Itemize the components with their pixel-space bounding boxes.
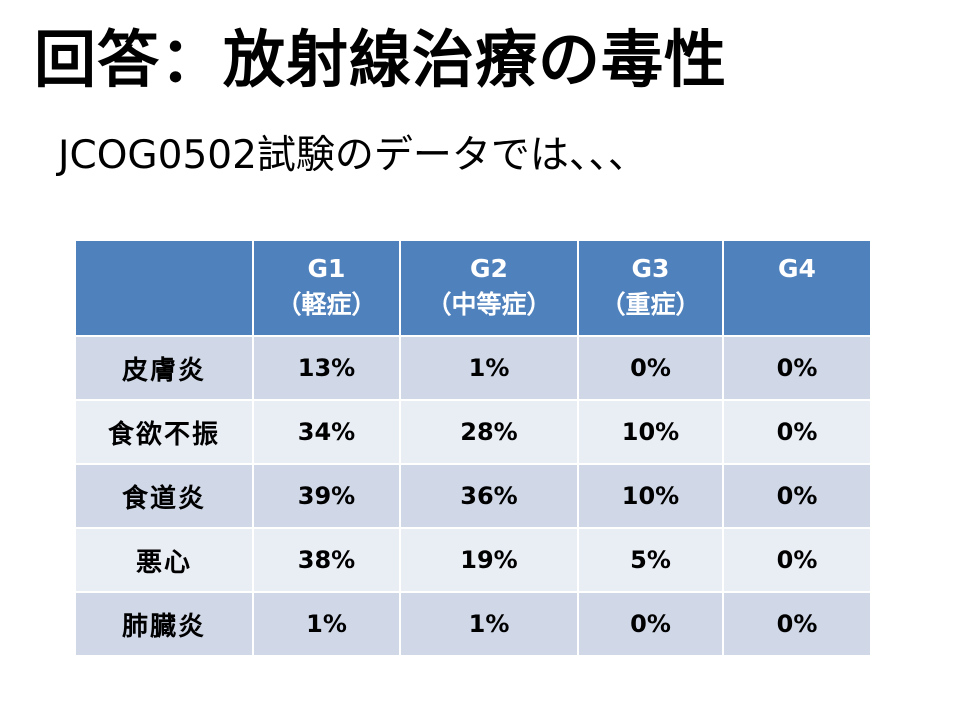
row-label: 悪心 [74, 527, 254, 593]
column-header-g4: G4 [722, 239, 872, 337]
severity-label: （重症） [600, 290, 701, 319]
grade-label: G4 [778, 254, 816, 283]
grade-label: G2 [470, 254, 508, 283]
table-cell: 0% [577, 335, 724, 401]
column-header-g3: G3 （重症） [577, 239, 724, 337]
row-label: 食道炎 [74, 463, 254, 529]
table-row-anorexia: 食欲不振 34% 28% 10% 0% [74, 399, 872, 465]
table-cell: 10% [577, 463, 724, 529]
table-cell: 0% [722, 591, 872, 657]
table-cell: 0% [722, 463, 872, 529]
slide-subtitle: JCOG0502試験のデータでは、、、 [58, 133, 647, 178]
table-cell: 1% [252, 591, 401, 657]
table-header-row: G1 （軽症） G2 （中等症） G3 （重症） G4 [74, 239, 872, 337]
table-cell: 28% [399, 399, 579, 465]
row-label: 肺臓炎 [74, 591, 254, 657]
table-cell: 0% [722, 335, 872, 401]
severity-label: （中等症） [426, 290, 552, 319]
table-cell: 36% [399, 463, 579, 529]
table-row-nausea: 悪心 38% 19% 5% 0% [74, 527, 872, 593]
slide-title: 回答：放射線治療の毒性 [34, 23, 728, 96]
table-cell: 1% [399, 591, 579, 657]
column-header-g1: G1 （軽症） [252, 239, 401, 337]
severity-label: （軽症） [276, 290, 377, 319]
table-cell: 0% [577, 591, 724, 657]
table-cell: 13% [252, 335, 401, 401]
table-cell: 1% [399, 335, 579, 401]
table-cell: 19% [399, 527, 579, 593]
table-corner-cell [74, 239, 254, 337]
table-row-dermatitis: 皮膚炎 13% 1% 0% 0% [74, 335, 872, 401]
table-cell: 5% [577, 527, 724, 593]
row-label: 食欲不振 [74, 399, 254, 465]
table-cell: 0% [722, 527, 872, 593]
table-cell: 34% [252, 399, 401, 465]
row-label: 皮膚炎 [74, 335, 254, 401]
grade-label: G1 [307, 254, 346, 283]
table-cell: 0% [722, 399, 872, 465]
toxicity-table: G1 （軽症） G2 （中等症） G3 （重症） G4 皮膚炎 13% 1% 0… [74, 239, 872, 657]
table-cell: 10% [577, 399, 724, 465]
column-header-g2: G2 （中等症） [399, 239, 579, 337]
table-cell: 39% [252, 463, 401, 529]
table-cell: 38% [252, 527, 401, 593]
table-row-pneumonitis: 肺臓炎 1% 1% 0% 0% [74, 591, 872, 657]
table-row-esophagitis: 食道炎 39% 36% 10% 0% [74, 463, 872, 529]
grade-label: G3 [631, 254, 670, 283]
